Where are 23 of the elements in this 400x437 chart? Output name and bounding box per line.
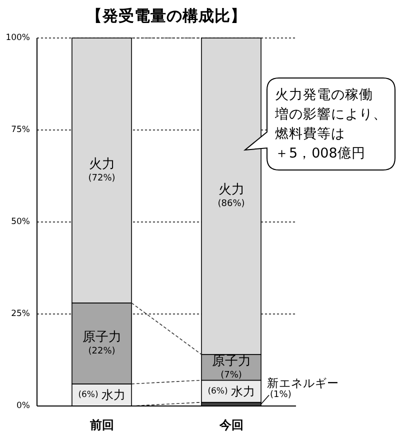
data-label: (22%) <box>88 346 116 356</box>
series-label: 水力 <box>101 388 126 402</box>
data-label: (6%) <box>208 386 228 396</box>
chart-title: 【発受電量の構成比】 <box>86 7 246 25</box>
x-tick-label: 今回 <box>218 418 244 432</box>
data-label: (1%) <box>270 390 292 400</box>
data-label: (7%) <box>220 370 242 380</box>
series-label: 新エネルギー <box>267 376 340 390</box>
y-tick-label: 75% <box>11 125 30 135</box>
text: 原子力 <box>82 330 122 345</box>
x-tick-label: 前回 <box>88 418 114 432</box>
y-tick-label: 25% <box>11 309 30 319</box>
data-label: (72%) <box>88 173 116 184</box>
data-label: (86%) <box>218 199 245 210</box>
data-label: (6%) <box>78 390 98 400</box>
series-label: 火力 <box>88 156 115 172</box>
series-label: 原子力 <box>212 354 251 369</box>
y-tick-label: 50% <box>11 217 30 227</box>
y-tick-label: 0% <box>16 401 30 411</box>
text: 火力 <box>218 182 244 198</box>
text: 水力 <box>230 384 255 398</box>
annotation: 火力発電の稼働増の影響により、燃料費等は＋5，008億円 <box>274 87 387 162</box>
y-tick-label: 100% <box>6 33 30 43</box>
